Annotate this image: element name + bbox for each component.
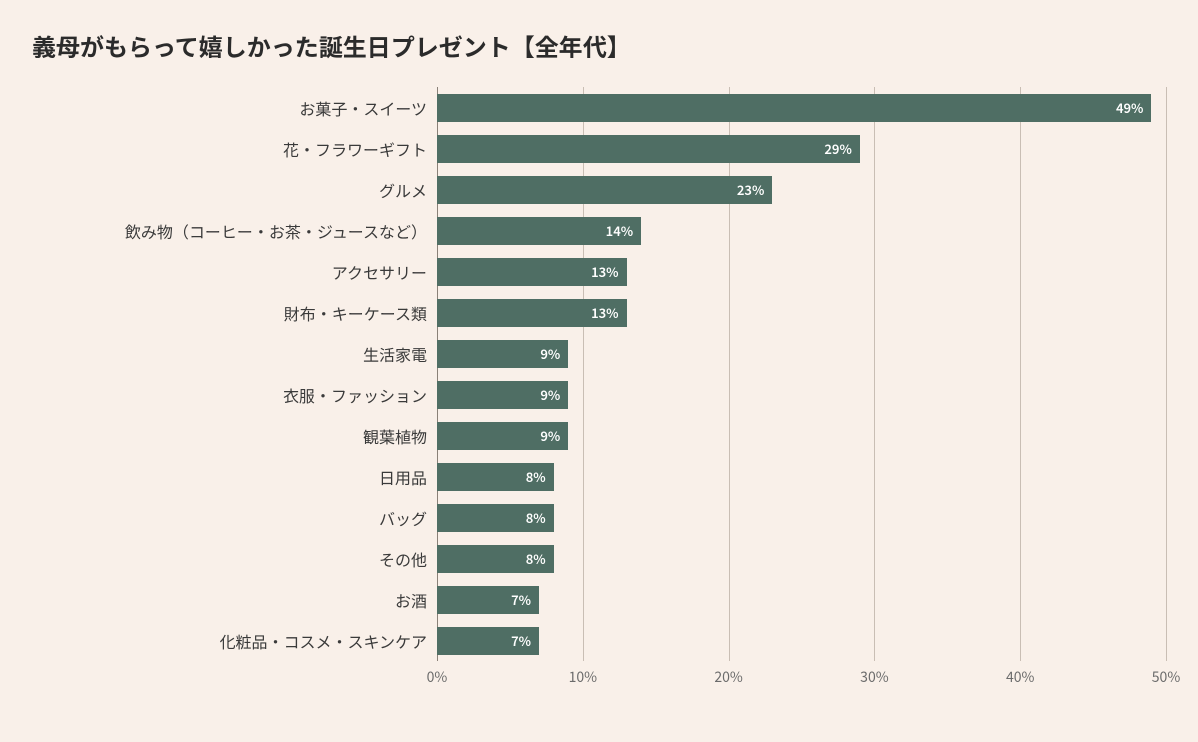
chart-row: 生活家電 9%: [32, 333, 1166, 374]
bar-value: 8%: [526, 549, 546, 568]
category-label: お酒: [32, 588, 437, 612]
category-label: 化粧品・コスメ・スキンケア: [32, 629, 437, 653]
category-label: 花・フラワーギフト: [32, 137, 437, 161]
bar-value: 9%: [540, 426, 560, 445]
bar-value: 7%: [511, 631, 531, 650]
bar-value: 8%: [526, 508, 546, 527]
bar-track: 7%: [437, 620, 1166, 661]
chart-row: 花・フラワーギフト 29%: [32, 128, 1166, 169]
bar: 8%: [437, 545, 554, 573]
bar-track: 9%: [437, 333, 1166, 374]
bar: 7%: [437, 586, 539, 614]
bar-track: 8%: [437, 497, 1166, 538]
chart-row: 衣服・ファッション 9%: [32, 374, 1166, 415]
bar: 9%: [437, 422, 568, 450]
category-label: グルメ: [32, 178, 437, 202]
bar: 9%: [437, 381, 568, 409]
bar-track: 29%: [437, 128, 1166, 169]
chart-row: 財布・キーケース類 13%: [32, 292, 1166, 333]
bar-value: 29%: [824, 139, 851, 158]
bar-value: 49%: [1116, 98, 1143, 117]
x-axis-track: 0%10%20%30%40%50%: [437, 663, 1166, 687]
bar: 8%: [437, 504, 554, 532]
bar-track: 7%: [437, 579, 1166, 620]
bar-track: 49%: [437, 87, 1166, 128]
bar-value: 23%: [737, 180, 764, 199]
category-label: 生活家電: [32, 342, 437, 366]
chart-row: その他 8%: [32, 538, 1166, 579]
bar-track: 8%: [437, 456, 1166, 497]
x-axis-tick: 0%: [427, 667, 448, 687]
chart-row: 日用品 8%: [32, 456, 1166, 497]
category-label: その他: [32, 547, 437, 571]
bar: 49%: [437, 94, 1151, 122]
chart-row: アクセサリー 13%: [32, 251, 1166, 292]
bar-value: 8%: [526, 467, 546, 486]
x-axis-tick: 10%: [569, 667, 597, 687]
bar-track: 14%: [437, 210, 1166, 251]
bar-chart: お菓子・スイーツ 49% 花・フラワーギフト 29% グルメ 23% 飲み物（コーヒー・お茶…: [32, 87, 1166, 687]
bar-track: 8%: [437, 538, 1166, 579]
x-axis-tick: 50%: [1152, 667, 1180, 687]
category-label: 衣服・ファッション: [32, 383, 437, 407]
bar-value: 9%: [540, 344, 560, 363]
plot-area: お菓子・スイーツ 49% 花・フラワーギフト 29% グルメ 23% 飲み物（コーヒー・お茶…: [32, 87, 1166, 661]
axis-spacer: [32, 663, 437, 687]
bar-value: 9%: [540, 385, 560, 404]
bar: 7%: [437, 627, 539, 655]
gridline: [1166, 87, 1167, 661]
category-label: 飲み物（コーヒー・お茶・ジュースなど）: [32, 219, 437, 243]
bar-value: 14%: [606, 221, 633, 240]
x-axis: 0%10%20%30%40%50%: [32, 663, 1166, 687]
x-axis-tick: 40%: [1006, 667, 1034, 687]
bar: 13%: [437, 299, 627, 327]
bar-value: 7%: [511, 590, 531, 609]
bar: 29%: [437, 135, 860, 163]
bar-track: 13%: [437, 251, 1166, 292]
chart-row: バッグ 8%: [32, 497, 1166, 538]
bar-track: 9%: [437, 374, 1166, 415]
category-label: 財布・キーケース類: [32, 301, 437, 325]
chart-row: グルメ 23%: [32, 169, 1166, 210]
category-label: お菓子・スイーツ: [32, 96, 437, 120]
bar: 23%: [437, 176, 772, 204]
bar: 14%: [437, 217, 641, 245]
chart-row: 化粧品・コスメ・スキンケア 7%: [32, 620, 1166, 661]
chart-rows: お菓子・スイーツ 49% 花・フラワーギフト 29% グルメ 23% 飲み物（コーヒー・お茶…: [32, 87, 1166, 661]
bar-value: 13%: [591, 303, 618, 322]
chart-row: お菓子・スイーツ 49%: [32, 87, 1166, 128]
bar-track: 9%: [437, 415, 1166, 456]
bar: 8%: [437, 463, 554, 491]
bar-track: 23%: [437, 169, 1166, 210]
x-axis-tick: 30%: [860, 667, 888, 687]
x-axis-tick: 20%: [714, 667, 742, 687]
chart-page: 義母がもらって嬉しかった誕生日プレゼント【全年代】 お菓子・スイーツ 49% 花・フ…: [0, 0, 1198, 742]
category-label: アクセサリー: [32, 260, 437, 284]
category-label: 観葉植物: [32, 424, 437, 448]
chart-row: お酒 7%: [32, 579, 1166, 620]
category-label: バッグ: [32, 506, 437, 530]
bar-value: 13%: [591, 262, 618, 281]
chart-row: 観葉植物 9%: [32, 415, 1166, 456]
bar: 9%: [437, 340, 568, 368]
chart-row: 飲み物（コーヒー・お茶・ジュースなど） 14%: [32, 210, 1166, 251]
bar-track: 13%: [437, 292, 1166, 333]
bar: 13%: [437, 258, 627, 286]
chart-title: 義母がもらって嬉しかった誕生日プレゼント【全年代】: [32, 28, 1166, 63]
category-label: 日用品: [32, 465, 437, 489]
